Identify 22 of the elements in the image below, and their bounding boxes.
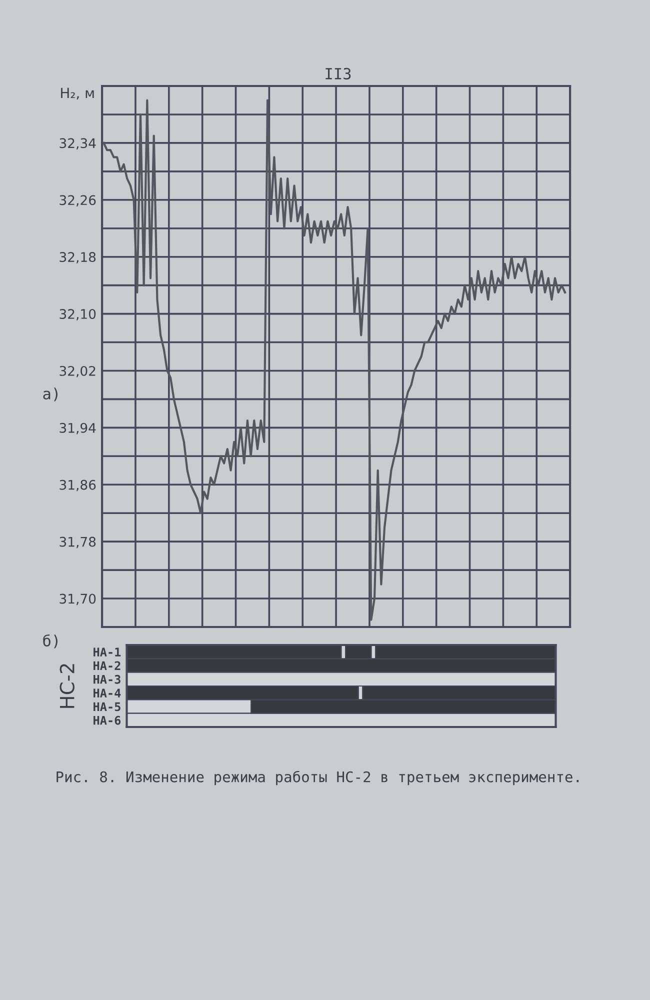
y-tick-label: 31,78 xyxy=(60,536,96,548)
y-axis-title: H₂, м xyxy=(61,88,94,100)
y-tick-label: 31,86 xyxy=(60,480,96,492)
y-tick-label: 32,10 xyxy=(60,309,96,320)
y-tick-label: НА-5 xyxy=(94,702,120,712)
y-tick-label: НА-3 xyxy=(94,674,120,684)
y-tick-label: 32,26 xyxy=(60,195,96,206)
y-tick-label: НА-1 xyxy=(94,648,121,656)
y-tick-label: 32,18 xyxy=(60,252,96,264)
text: б) xyxy=(43,634,58,648)
y-axis-title: НС-2 xyxy=(60,664,74,708)
y-tick-label: 31,70 xyxy=(60,594,96,606)
text: а) xyxy=(43,388,58,402)
text: II3 xyxy=(326,68,351,80)
text: Рис. 8. Изменение режима работы НС-2 в третьем эксперименте. xyxy=(56,770,579,786)
y-tick-label: НА-6 xyxy=(94,716,121,725)
y-tick-label: НА-4 xyxy=(94,688,121,698)
y-tick-label: 31,94 xyxy=(60,422,96,434)
line-series xyxy=(102,99,566,621)
y-tick-label: НА-2 xyxy=(94,661,120,670)
y-tick-label: 32,34 xyxy=(60,138,96,150)
y-tick-label: 32,02 xyxy=(60,366,96,378)
